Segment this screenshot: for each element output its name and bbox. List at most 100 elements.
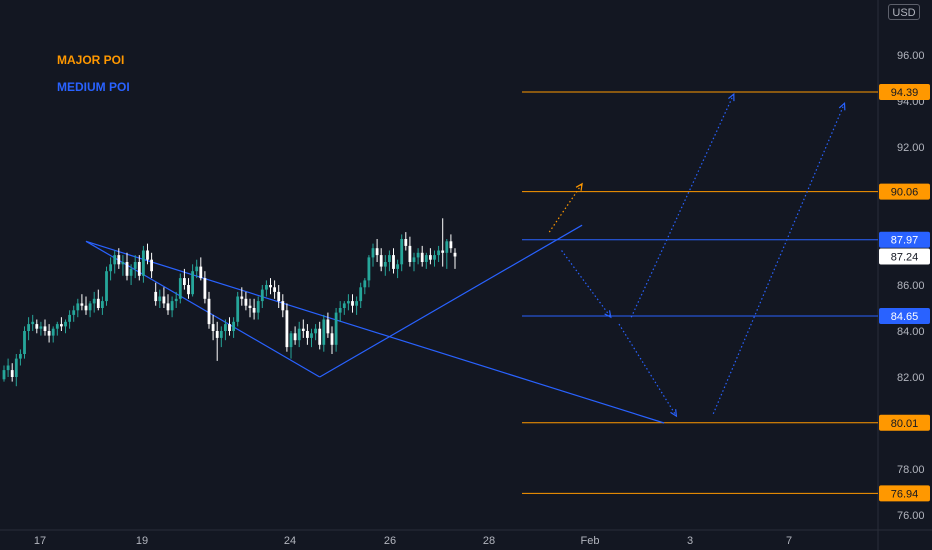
candle-body: [363, 280, 367, 288]
candle-body: [392, 255, 395, 269]
time-tick-label: Feb: [581, 535, 600, 547]
time-tick-label: 26: [384, 535, 396, 547]
trendline-0: [85, 240, 321, 378]
candle-body: [388, 255, 391, 262]
candle-body: [224, 324, 227, 331]
trendline-2: [85, 240, 665, 424]
price-badge-text: 94.39: [891, 87, 919, 99]
candle-body: [351, 301, 354, 306]
candle-body: [43, 326, 47, 331]
candle-body: [174, 298, 178, 302]
candle-body: [265, 285, 268, 290]
candle-body: [150, 259, 153, 272]
candle-body: [113, 255, 117, 265]
candle-body: [117, 255, 121, 265]
candle-body: [166, 303, 170, 311]
candle-body: [232, 321, 235, 331]
candle-body: [215, 331, 219, 338]
price-tick-label: 82.00: [897, 372, 925, 384]
candle-body: [195, 266, 199, 272]
trendline-1: [319, 224, 583, 378]
candle-body: [375, 248, 379, 256]
candle-body: [6, 365, 10, 371]
candle-body: [342, 303, 346, 308]
candle-body: [334, 312, 338, 345]
price-badge-87.24: [879, 248, 930, 265]
price-badge-text: 87.24: [891, 251, 919, 263]
candle-body: [433, 255, 436, 260]
candle-body: [72, 310, 76, 315]
projection-arrowhead-3: [728, 92, 735, 102]
candle-body: [146, 250, 149, 260]
candle-body: [289, 333, 293, 348]
candle-body: [293, 333, 297, 341]
candle-body: [445, 241, 449, 253]
candle-body: [27, 324, 30, 331]
candle-body: [330, 333, 334, 345]
candle-body: [137, 262, 141, 276]
legend-medium-poi: MEDIUM POI: [57, 80, 130, 94]
candle-body: [203, 278, 207, 299]
candle-body: [273, 287, 276, 292]
candle-body: [322, 319, 326, 345]
projection-arrow-0: [548, 183, 583, 233]
projection-arrowhead-2: [670, 409, 678, 418]
candle-body: [453, 252, 457, 257]
candle-body: [23, 331, 26, 354]
candle-body: [64, 321, 67, 327]
time-tick-label: 7: [786, 535, 792, 547]
price-tick-label: 76.00: [897, 510, 925, 522]
candle-body: [121, 262, 125, 265]
candle-body: [420, 252, 424, 262]
candle-body: [297, 328, 301, 341]
candle-body: [424, 255, 428, 262]
candle-body: [96, 298, 100, 308]
candle-body: [101, 301, 104, 308]
time-tick-label: 3: [687, 535, 693, 547]
projection-arrow-1: [561, 250, 612, 318]
candle-body: [154, 291, 158, 302]
time-tick-label: 17: [34, 535, 46, 547]
candle-body: [310, 333, 313, 338]
candle-body: [84, 305, 88, 311]
candle-body: [359, 287, 363, 302]
candle-body: [338, 308, 342, 313]
candle-body: [301, 328, 305, 331]
price-tick-label: 96.00: [897, 50, 925, 62]
price-tick-label: 78.00: [897, 464, 925, 476]
candle-body: [142, 250, 145, 276]
candle-body: [125, 262, 129, 276]
candle-body: [55, 324, 59, 329]
price-badge-text: 87.97: [891, 235, 919, 247]
candle-body: [92, 298, 96, 304]
candle-body: [252, 308, 256, 313]
candle-body: [183, 278, 186, 285]
candle-body: [14, 358, 18, 377]
candle-body: [260, 289, 264, 302]
time-tick-label: 19: [136, 535, 148, 547]
candle-body: [449, 241, 453, 249]
currency-button[interactable]: USD: [888, 4, 920, 20]
candle-body: [379, 255, 383, 267]
candle-body: [199, 266, 203, 279]
candle-body: [187, 285, 190, 295]
candle-body: [178, 278, 182, 299]
candle-body: [10, 370, 14, 377]
candle-body: [429, 255, 432, 260]
candle-body: [269, 285, 272, 288]
price-tick-label: 86.00: [897, 280, 925, 292]
price-badge-text: 90.06: [891, 187, 919, 199]
projection-arrowhead-1: [604, 310, 612, 319]
candle-body: [400, 239, 404, 265]
price-badge-90.06: [879, 183, 930, 200]
candle-body: [244, 298, 248, 306]
candle-body: [211, 324, 215, 331]
legend-major-poi: MAJOR POI: [57, 53, 125, 67]
time-tick-label: 28: [483, 535, 495, 547]
candle-body: [306, 331, 309, 338]
price-badge-87.97: [879, 231, 930, 248]
candle-body: [47, 331, 51, 336]
price-badge-text: 84.65: [891, 311, 919, 323]
candle-body: [240, 296, 244, 299]
